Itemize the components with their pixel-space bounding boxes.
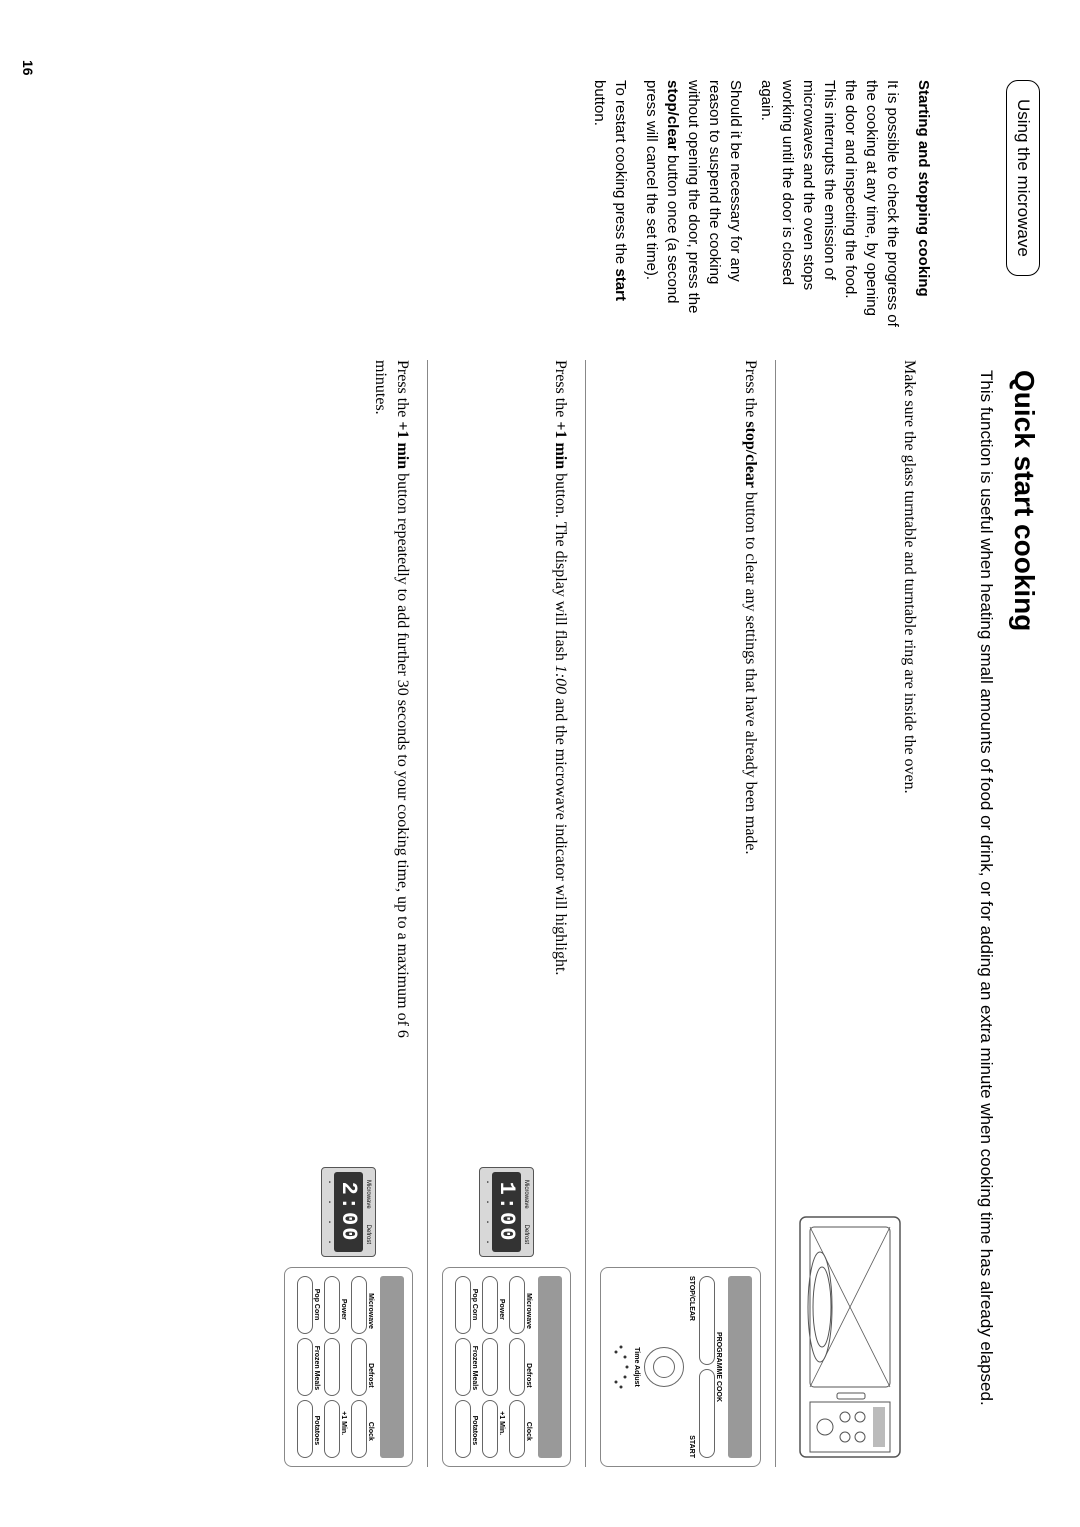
display-illustration: MicrowaveDefrost 1:00 •••• — [479, 1167, 534, 1257]
step-row: Press the +1 min button repeatedly to ad… — [270, 360, 427, 1467]
page-number: 16 — [20, 60, 36, 76]
sidebar-heading: Starting and stopping cooking — [913, 80, 934, 330]
sidebar-para-1: It is possible to check the progress of … — [756, 80, 903, 330]
step-row: Press the +1 min button. The display wil… — [427, 360, 585, 1467]
step-text: Press the stop/clear button to clear any… — [739, 360, 761, 1087]
step-row: Press the stop/clear button to clear any… — [585, 360, 775, 1467]
sidebar: Starting and stopping cooking It is poss… — [270, 80, 934, 330]
control-panel-illustration: PROGRAMME COOK STOP/CLEAR START Time Adj… — [600, 1267, 761, 1467]
control-panel-illustration: MicrowaveDefrostClock Power+1 Min. Pop C… — [284, 1267, 413, 1467]
display-illustration: MicrowaveDefrost 2:00 •••• — [321, 1167, 376, 1257]
control-panel-illustration: MicrowaveDefrostClock Power+1 Min. Pop C… — [442, 1267, 571, 1467]
page-title: Quick start cooking — [1008, 370, 1040, 1467]
step-text: Make sure the glass turntable and turnta… — [898, 360, 920, 1087]
step-text: Press the +1 min button. The display wil… — [549, 360, 571, 1087]
sidebar-para-2: Should it be necessary for any reason to… — [641, 80, 746, 330]
sidebar-para-3: To restart cooking press the start butto… — [589, 80, 631, 330]
intro-text: This function is useful when heating sma… — [974, 370, 998, 1467]
section-tab: Using the microwave — [1006, 80, 1040, 276]
step-text: Press the +1 min button repeatedly to ad… — [368, 360, 413, 1087]
step-row: Make sure the glass turntable and turnta… — [775, 360, 934, 1467]
microwave-illustration — [790, 1107, 920, 1467]
steps-column: Make sure the glass turntable and turnta… — [270, 360, 934, 1467]
